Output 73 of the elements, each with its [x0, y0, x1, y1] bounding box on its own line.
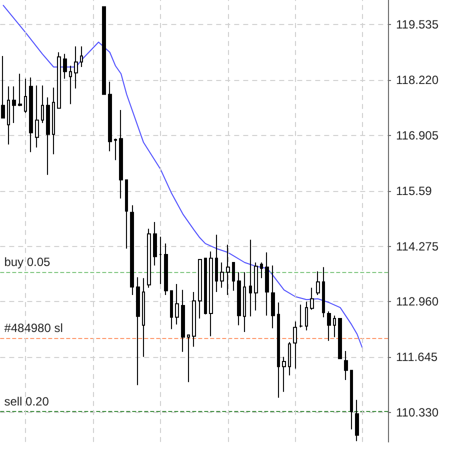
- candlestick: [237, 272, 241, 326]
- candlestick: [282, 356, 286, 392]
- candlestick: [74, 46, 78, 89]
- y-tick-label: 116.905: [396, 128, 439, 142]
- y-tick-label: 115.59: [396, 184, 432, 198]
- candlestick: [226, 244, 230, 296]
- candlestick: [24, 78, 27, 114]
- candlestick: [7, 86, 10, 146]
- candlestick: [35, 85, 39, 148]
- candlestick: [29, 77, 33, 153]
- candlestick: [265, 252, 269, 316]
- candlestick: [293, 320, 297, 370]
- candlestick: [327, 310, 331, 342]
- candlestick: [277, 302, 280, 398]
- candlestick: [12, 86, 16, 124]
- y-tick-label: 119.535: [396, 18, 439, 32]
- candlestick: [147, 228, 151, 288]
- y-tick-label: 118.220: [396, 73, 439, 88]
- candlestick: [102, 6, 106, 95]
- y-tick-label: 114.275: [396, 239, 439, 254]
- candlestick: [57, 52, 61, 109]
- candlestick: [41, 85, 44, 124]
- candlestick: [198, 259, 202, 320]
- candlestick: [130, 204, 134, 296]
- candlestick: [1, 56, 5, 118]
- candlestick: [159, 236, 162, 284]
- candlestick: [181, 289, 185, 352]
- candlestick: [299, 304, 303, 328]
- candlestick: [310, 287, 314, 310]
- line-series: [2, 4, 364, 350]
- candlestick: [333, 315, 336, 338]
- candlestick: [215, 234, 218, 292]
- candlestick: [119, 109, 123, 199]
- y-tick-label: 111.645: [396, 350, 438, 364]
- candlestick: [108, 81, 112, 152]
- candlestick: [18, 73, 22, 107]
- candlestick: [249, 239, 252, 317]
- candlestick: [52, 87, 55, 155]
- candlestick: [355, 399, 359, 442]
- candlestick: [136, 276, 140, 386]
- y-tick-label: 110.330: [396, 406, 439, 420]
- candlestick: [63, 53, 67, 80]
- candlestick: [316, 270, 320, 296]
- candlestick: [69, 65, 72, 105]
- candlestick: [322, 266, 325, 318]
- candlestick: [338, 318, 342, 360]
- candlestick: [350, 370, 353, 430]
- candlestick: [192, 292, 196, 348]
- candlestick: [204, 258, 207, 315]
- candlestick: [80, 46, 83, 68]
- ref-line-label: #484980 sl: [4, 320, 63, 335]
- candlestick: [153, 222, 157, 266]
- candlestick: [288, 342, 291, 376]
- candlestick: [164, 243, 168, 296]
- candlestick: [344, 350, 348, 381]
- candlestick: [305, 301, 308, 331]
- ref-line-label: buy 0.05: [4, 255, 51, 270]
- candlestick: [220, 262, 224, 288]
- candlestick: [170, 290, 173, 330]
- candlestick: [232, 262, 235, 292]
- ref-line-label: sell 0.20: [4, 394, 50, 409]
- candlestick: [114, 138, 117, 161]
- candlestick: [187, 334, 190, 383]
- candlestick: [125, 179, 128, 250]
- candlestick: [142, 278, 145, 358]
- candlestick: [271, 264, 275, 329]
- candlestick: [209, 251, 213, 337]
- candlestick: [243, 272, 246, 333]
- candlestick: [46, 96, 50, 176]
- candlestick: [260, 262, 263, 279]
- candlestick: [175, 283, 179, 325]
- candlestick: [254, 262, 258, 312]
- y-tick-label: 112.960: [396, 294, 439, 309]
